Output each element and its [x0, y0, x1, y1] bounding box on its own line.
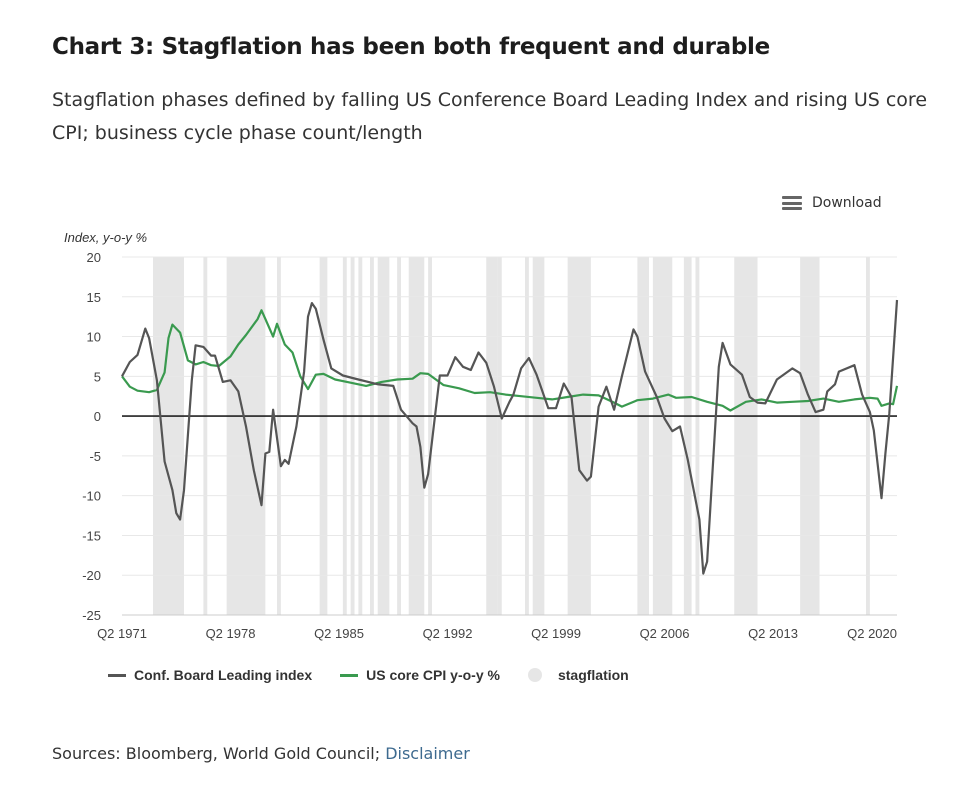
stagflation-band — [319, 257, 328, 615]
y-tick-label: 5 — [94, 369, 101, 384]
stagflation-band — [734, 257, 758, 615]
stagflation-band — [497, 257, 502, 615]
download-label: Download — [812, 195, 882, 211]
y-tick-label: -25 — [82, 608, 101, 623]
stagflation-band — [385, 257, 390, 615]
stagflation-band — [358, 257, 363, 615]
stagflation-band — [342, 257, 347, 615]
lei-swatch — [108, 673, 126, 677]
stagflation-band — [370, 257, 374, 615]
y-tick-label: 15 — [87, 290, 101, 305]
stagflation-band — [540, 257, 545, 615]
legend-label: stagflation — [557, 667, 629, 683]
legend-label: US core CPI y-o-y % — [366, 667, 500, 683]
stagflation-band — [428, 257, 432, 615]
stagflation-band — [567, 257, 587, 615]
y-axis-label: Index, y-o-y % — [64, 230, 147, 245]
stagflation-band — [683, 257, 692, 615]
legend-item-stagflation[interactable]: stagflation — [527, 667, 629, 683]
y-tick-label: 0 — [94, 409, 101, 424]
x-tick-label: Q2 2006 — [640, 626, 690, 641]
chart-title: Chart 3: Stagflation has been both frequ… — [52, 34, 770, 60]
y-ticks: 20 15 10 5 0 -5 -10 -15 -20 -25 — [82, 250, 101, 623]
x-tick-label: Q2 1992 — [423, 626, 473, 641]
sources-text: Sources: Bloomberg, World Gold Council; — [52, 744, 386, 763]
stagflation-band — [695, 257, 700, 615]
stagflation-band — [153, 257, 184, 615]
x-tick-label: Q2 1985 — [314, 626, 364, 641]
legend-item-cpi[interactable]: US core CPI y-o-y % — [340, 667, 500, 683]
legend-item-lei[interactable]: Conf. Board Leading index — [108, 667, 312, 683]
x-tick-label: Q2 2013 — [748, 626, 798, 641]
download-button[interactable]: Download — [782, 195, 882, 211]
disclaimer-link[interactable]: Disclaimer — [385, 744, 470, 763]
stagflation-band — [277, 257, 281, 615]
stagflation-band — [350, 257, 355, 615]
x-tick-label: Q2 2020 — [847, 626, 897, 641]
stagflation-swatch — [527, 668, 542, 682]
sources-note: Sources: Bloomberg, World Gold Council; … — [52, 744, 470, 763]
stagflation-band — [408, 257, 425, 615]
x-tick-label: Q2 1971 — [97, 626, 147, 641]
stagflation-bands — [153, 257, 870, 615]
stagflation-band — [637, 257, 649, 615]
stagflation-band — [866, 257, 870, 615]
y-tick-label: -20 — [82, 568, 101, 583]
stagflation-band — [800, 257, 820, 615]
y-tick-label: -5 — [89, 449, 101, 464]
stagflation-band — [486, 257, 498, 615]
stagflation-band — [203, 257, 208, 615]
x-tick-label: Q2 1999 — [531, 626, 581, 641]
stagflation-band — [652, 257, 673, 615]
y-tick-label: 10 — [87, 330, 101, 345]
chart-subtitle: Stagflation phases defined by falling US… — [52, 89, 928, 144]
stagflation-band — [587, 257, 591, 615]
lei-line — [121, 299, 899, 575]
x-tick-label: Q2 1978 — [206, 626, 256, 641]
stagflation-band — [377, 257, 386, 615]
series-lines — [121, 299, 899, 575]
y-tick-label: -10 — [82, 489, 101, 504]
cpi-swatch — [340, 673, 359, 677]
menu-icon — [782, 196, 802, 210]
legend-label: Conf. Board Leading index — [134, 667, 313, 683]
legend: Conf. Board Leading index US core CPI y-… — [108, 667, 629, 683]
y-tick-label: 20 — [87, 250, 101, 265]
stagflation-band — [532, 257, 541, 615]
grid-lines — [122, 256, 897, 616]
y-tick-label: -15 — [82, 528, 101, 543]
x-ticks: Q2 1971 Q2 1978 Q2 1985 Q2 1992 Q2 1999 Q2 20… — [97, 626, 897, 641]
stagflation-band — [397, 257, 401, 615]
stagflation-band — [525, 257, 529, 615]
stagflation-band — [226, 257, 231, 615]
